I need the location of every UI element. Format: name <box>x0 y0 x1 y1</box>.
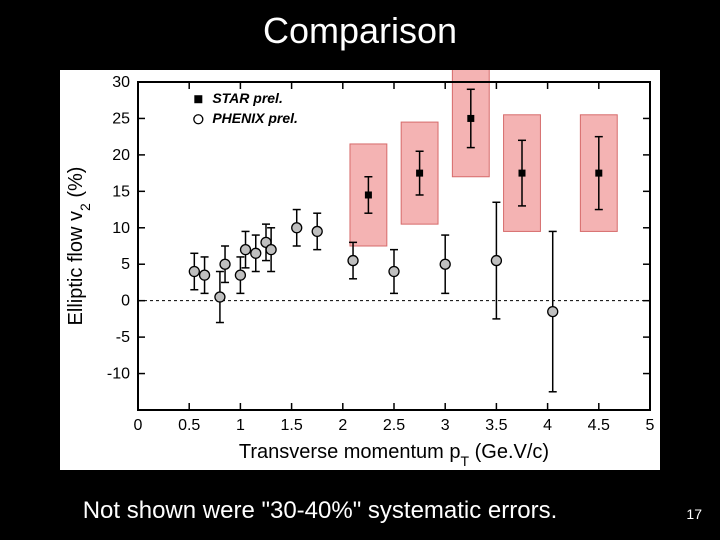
x-tick-label: 4.5 <box>588 417 610 434</box>
y-tick-label: 0 <box>121 293 130 310</box>
phenix-point <box>348 256 358 266</box>
phenix-point <box>241 245 251 255</box>
x-tick-label: 5 <box>646 417 655 434</box>
slide-caption: Not shown were "30-40%" systematic error… <box>0 497 640 525</box>
x-tick-label: 2.5 <box>383 417 405 434</box>
x-tick-label: 2 <box>338 417 347 434</box>
y-tick-label: 10 <box>112 220 130 237</box>
phenix-point <box>220 259 230 269</box>
phenix-point <box>200 270 210 280</box>
phenix-point <box>440 259 450 269</box>
chart-svg: 00.511.522.533.544.55-10-5051015202530Tr… <box>60 70 660 470</box>
slide-title: Comparison <box>0 10 720 52</box>
phenix-point <box>215 292 225 302</box>
phenix-point <box>235 270 245 280</box>
legend-marker-circle-icon <box>194 115 203 124</box>
x-tick-label: 1.5 <box>280 417 302 434</box>
y-tick-label: -5 <box>116 329 130 346</box>
y-tick-label: 15 <box>112 183 130 200</box>
legend-marker-square-icon <box>194 95 202 103</box>
y-tick-label: 5 <box>121 256 130 273</box>
x-tick-label: 0.5 <box>178 417 200 434</box>
phenix-point <box>292 223 302 233</box>
star-point <box>519 170 526 177</box>
star-point <box>595 170 602 177</box>
y-tick-label: 20 <box>112 147 130 164</box>
x-tick-label: 1 <box>236 417 245 434</box>
phenix-point <box>266 245 276 255</box>
phenix-point <box>251 248 261 258</box>
star-point <box>467 115 474 122</box>
x-tick-label: 3 <box>441 417 450 434</box>
page-number: 17 <box>686 506 702 522</box>
x-tick-label: 4 <box>543 417 552 434</box>
legend-label: PHENIX prel. <box>212 110 298 126</box>
phenix-point <box>491 256 501 266</box>
phenix-point <box>312 226 322 236</box>
y-tick-label: 25 <box>112 110 130 127</box>
phenix-point <box>189 267 199 277</box>
legend-label: STAR prel. <box>212 90 283 106</box>
slide: Comparison 0 0.5 1 1.5 2 2.5 3 3.5 4 4.5 5 -10 -5 0 5 1… <box>0 0 720 540</box>
x-tick-label: 3.5 <box>485 417 507 434</box>
y-tick-label: -10 <box>107 366 130 383</box>
star-point <box>365 191 372 198</box>
y-tick-label: 30 <box>112 74 130 91</box>
star-point <box>416 170 423 177</box>
x-tick-label: 0 <box>134 417 143 434</box>
phenix-point <box>548 307 558 317</box>
phenix-point <box>389 267 399 277</box>
chart-container: 00.511.522.533.544.55-10-5051015202530Tr… <box>60 70 660 470</box>
